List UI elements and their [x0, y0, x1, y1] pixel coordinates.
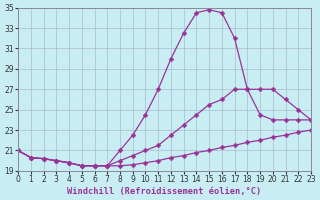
X-axis label: Windchill (Refroidissement éolien,°C): Windchill (Refroidissement éolien,°C) [68, 187, 262, 196]
